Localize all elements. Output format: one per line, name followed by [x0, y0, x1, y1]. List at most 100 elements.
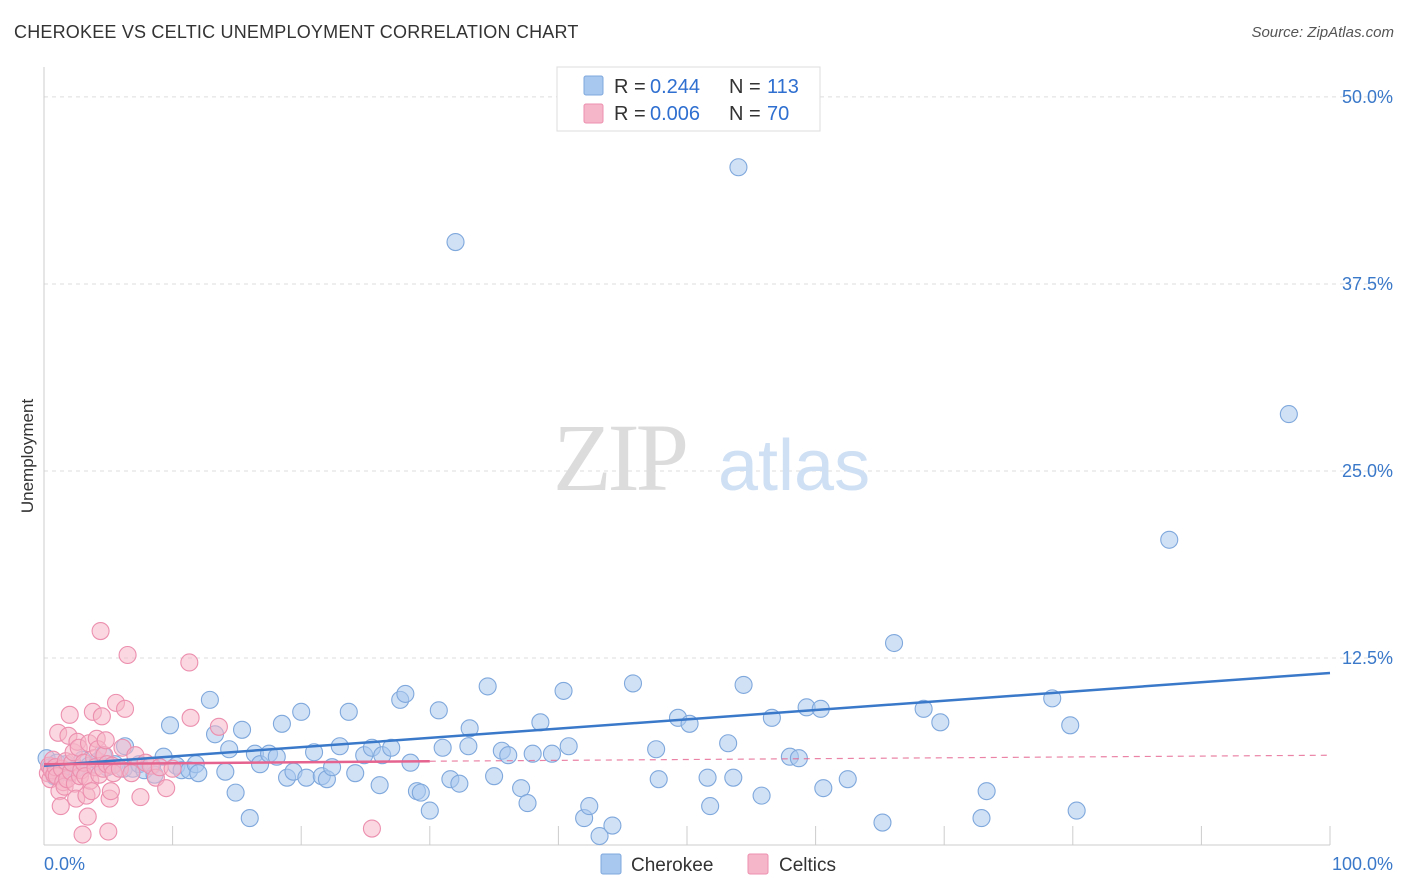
cherokee-point-93	[729, 158, 748, 177]
y-tick-label-2: 37.5%	[1342, 274, 1393, 294]
cherokee-point-67	[459, 737, 478, 756]
legend-n-label-celtics: N =	[729, 103, 761, 125]
cherokee-point-27	[189, 764, 208, 783]
celtics-point-31	[78, 807, 97, 826]
cherokee-point-53	[370, 776, 389, 795]
cherokee-point-33	[232, 720, 252, 739]
bottom-legend-label-celtics[interactable]: Celtics	[779, 855, 836, 876]
legend-r-value-cherokee: 0.244	[650, 76, 700, 98]
legend-r-label-celtics: R =	[614, 103, 646, 125]
cherokee-point-94	[734, 675, 753, 694]
cherokee-point-58	[401, 753, 420, 772]
cherokee-point-91	[719, 734, 738, 753]
celtics-point-10	[51, 797, 70, 816]
cherokee-point-22	[160, 716, 180, 735]
cherokee-point-48	[330, 737, 349, 756]
cherokee-point-70	[485, 767, 504, 786]
legend-swatch-celtics	[583, 103, 604, 124]
cherokee-point-73	[512, 779, 531, 798]
cherokee-point-108	[977, 782, 996, 801]
x-ticks	[172, 826, 1331, 845]
cherokee-point-62	[429, 701, 448, 720]
cherokee-point-55	[382, 738, 401, 757]
cherokee-point-112	[1160, 530, 1179, 549]
watermark: ZIP atlas	[553, 404, 870, 511]
celtics-point-49	[101, 782, 120, 801]
y-tick-label-3: 50.0%	[1342, 87, 1393, 107]
cherokee-point-82	[590, 826, 609, 846]
celtics-point-64	[157, 779, 176, 798]
cherokee-point-90	[701, 797, 720, 816]
cherokee-point-34	[240, 809, 259, 828]
cherokee-point-81	[580, 797, 599, 816]
celtics-point-45	[96, 731, 115, 750]
cherokee-point-105	[914, 699, 933, 718]
cherokee-point-30	[216, 762, 235, 781]
chart-title: CHEROKEE VS CELTIC UNEMPLOYMENT CORRELAT…	[14, 22, 579, 42]
legend-n-value-celtics: 70	[767, 103, 789, 125]
celtics-point-57	[122, 764, 141, 783]
celtics-point-69	[362, 819, 381, 838]
cherokee-point-85	[647, 740, 666, 759]
cherokee-point-92	[724, 768, 743, 787]
cherokee-point-72	[499, 746, 518, 765]
bottom-legend-swatch-cherokee[interactable]	[600, 853, 622, 875]
cherokee-point-39	[272, 714, 291, 733]
cherokee-point-101	[814, 779, 833, 798]
cherokee-point-106	[931, 713, 950, 732]
legend-r-value-celtics: 0.006	[650, 103, 700, 125]
cherokee-point-43	[297, 768, 316, 787]
celtics-trend-line-extended	[429, 754, 1331, 762]
source-label: Source: ZipAtlas.com	[1251, 24, 1394, 41]
cherokee-point-32	[226, 783, 245, 802]
cherokee-point-42	[292, 702, 311, 721]
x-tick-label-max: 100.0%	[1332, 854, 1393, 874]
legend-n-label-cherokee: N =	[729, 76, 761, 98]
cherokee-point-28	[200, 690, 219, 709]
cherokee-point-69	[478, 677, 497, 696]
y-tick-label-0: 12.5%	[1342, 648, 1393, 668]
cherokee-point-111	[1067, 801, 1086, 820]
cherokee-point-89	[698, 768, 717, 787]
cherokee-point-110	[1061, 716, 1080, 735]
bottom-legend-label-cherokee[interactable]: Cherokee	[631, 855, 713, 876]
y-tick-label-1: 25.0%	[1342, 461, 1393, 481]
celtics-point-68	[209, 717, 228, 736]
bottom-legend-swatch-celtics[interactable]	[747, 853, 769, 875]
cherokee-point-74	[518, 794, 537, 813]
x-tick-label-min: 0.0%	[44, 854, 85, 874]
cherokee-point-75	[523, 744, 542, 763]
cherokee-point-31	[220, 740, 239, 759]
y-tick-labels: 12.5% 25.0% 37.5% 50.0%	[1342, 87, 1393, 668]
cherokee-point-44	[305, 743, 324, 762]
watermark-zip: ZIP	[553, 404, 686, 511]
legend-n-value-cherokee: 113	[767, 76, 799, 98]
celtics-point-27	[73, 825, 92, 844]
cherokee-point-50	[346, 764, 365, 783]
cherokee-point-78	[554, 681, 573, 700]
celtics-point-34	[82, 782, 101, 801]
trend-lines	[43, 671, 1331, 767]
cherokee-point-65	[446, 233, 465, 252]
legend-swatch-cherokee	[583, 75, 604, 96]
celtics-point-42	[92, 707, 111, 726]
cherokee-point-79	[559, 737, 578, 756]
cherokee-point-95	[752, 786, 771, 805]
cherokee-trend-line	[43, 671, 1331, 767]
celtics-point-56	[118, 645, 137, 665]
cherokee-point-102	[838, 770, 857, 789]
celtics-point-67	[181, 708, 200, 727]
cherokee-point-84	[623, 674, 643, 693]
gridlines	[44, 96, 1392, 659]
celtics-point-17	[60, 705, 79, 724]
cherokee-point-77	[542, 744, 562, 763]
celtics-point-66	[180, 653, 199, 672]
watermark-atlas: atlas	[718, 426, 870, 506]
cherokee-point-86	[649, 770, 668, 789]
celtics-trend-line	[43, 759, 430, 766]
cherokee-point-57	[396, 684, 415, 703]
y-axis-label: Unemployment	[18, 399, 37, 514]
cherokee-point-63	[433, 738, 452, 757]
celtics-point-55	[115, 699, 135, 718]
